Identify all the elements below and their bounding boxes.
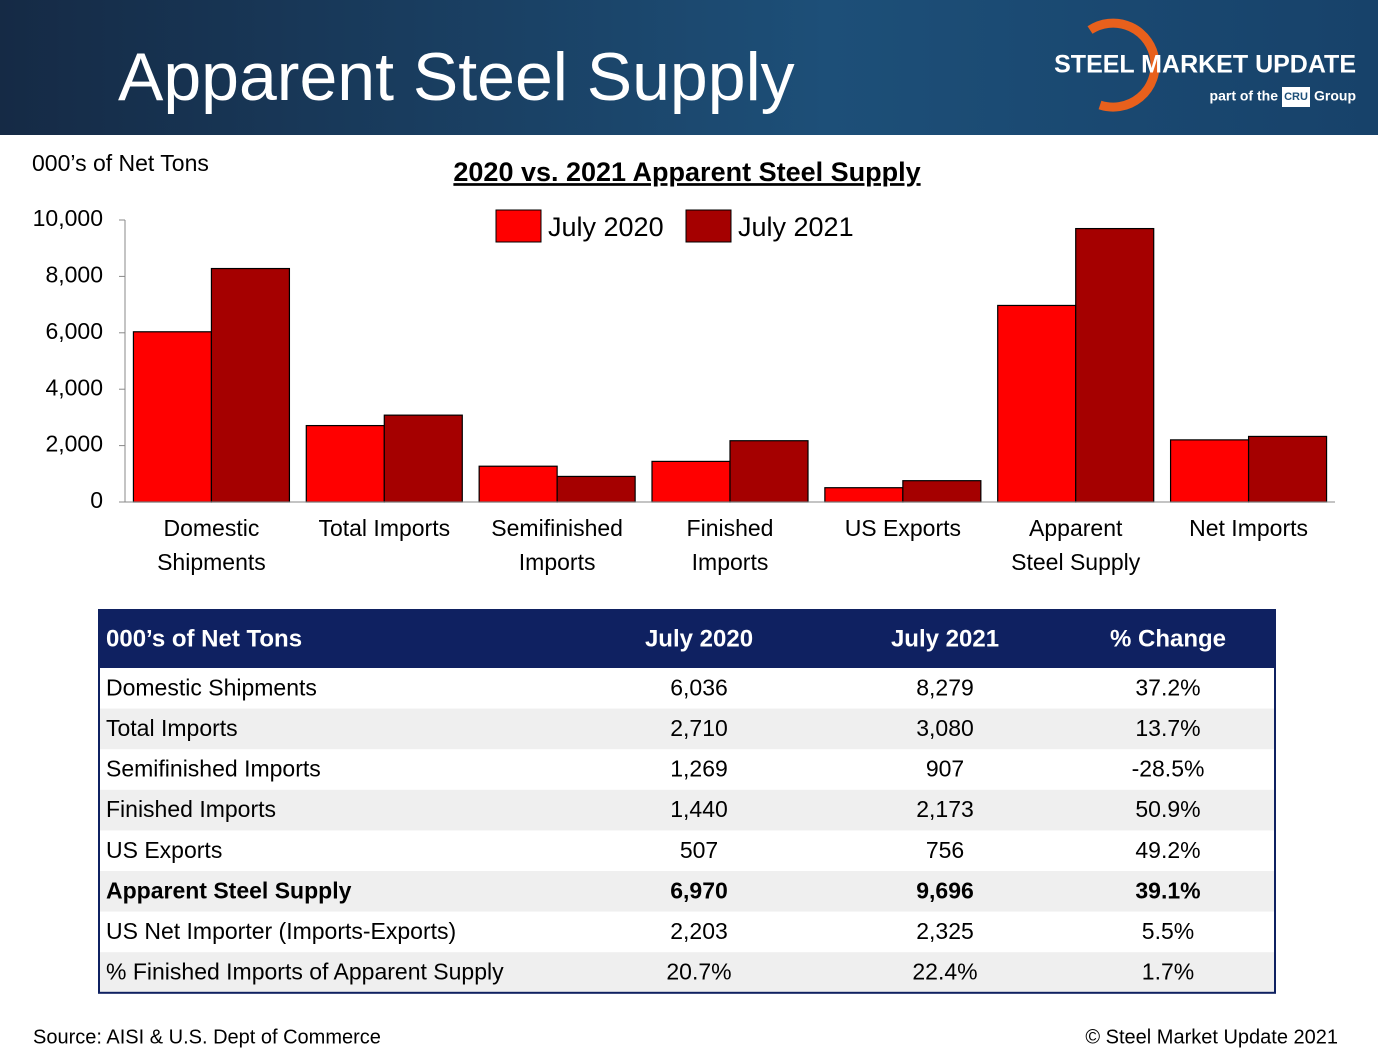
- bar: [132, 331, 213, 503]
- logo-badge-box: [1282, 87, 1310, 107]
- bar: [902, 480, 982, 503]
- x-tick-label-line: Imports: [519, 549, 596, 575]
- table-cell: -28.5%: [1132, 756, 1205, 782]
- table-cell: 2,173: [916, 796, 974, 822]
- x-tick-label-line: Total Imports: [318, 515, 450, 541]
- table-cell: Finished Imports: [106, 796, 276, 822]
- table-header-cell: % Change: [1110, 625, 1226, 652]
- logo-arc: [1087, 18, 1160, 112]
- table-cell: US Net Importer (Imports-Exports): [106, 918, 456, 944]
- source: Source: AISI & U.S. Dept of Commerce: [33, 1026, 381, 1048]
- bar: [210, 267, 291, 503]
- table-header-cell: July 2021: [891, 625, 999, 652]
- table-cell: 9,696: [916, 877, 974, 903]
- table-cell: % Finished Imports of Apparent Supply: [106, 959, 504, 985]
- table-header-cell: July 2020: [645, 625, 753, 652]
- table-cell: 1,440: [670, 796, 728, 822]
- bar: [824, 487, 904, 503]
- table-cell: 756: [926, 837, 964, 863]
- x-tick-label: Net Imports: [1189, 515, 1308, 541]
- logo-group: Group: [1314, 88, 1356, 104]
- table-cell: Domestic Shipments: [106, 674, 317, 700]
- logo-badge: CRU: [1284, 91, 1308, 103]
- table-cell: 39.1%: [1135, 877, 1200, 903]
- x-tick-label-line: Shipments: [157, 549, 266, 575]
- x-tick-label-line: Finished: [687, 515, 774, 541]
- table-row-bg: [99, 871, 1275, 912]
- table-cell: 2,203: [670, 918, 728, 944]
- legend-swatch: [685, 209, 732, 243]
- table-cell: 2,710: [670, 715, 728, 741]
- legend-label: July 2021: [738, 212, 854, 242]
- bar: [651, 460, 731, 503]
- table-cell: Total Imports: [106, 715, 238, 741]
- x-tick-label: Finished Imports: [687, 515, 774, 575]
- table-cell: 5.5%: [1142, 918, 1194, 944]
- bar: [556, 475, 636, 503]
- x-tick-label-line: Net Imports: [1189, 515, 1308, 541]
- x-tick-label-line: Domestic: [163, 515, 259, 541]
- y-tick-label: 4,000: [45, 374, 103, 400]
- table-row-bg: [99, 708, 1275, 750]
- y-tick-label: 8,000: [45, 261, 103, 287]
- legend-label: July 2020: [548, 212, 664, 242]
- header-band: [0, 0, 1378, 135]
- table-cell: 49.2%: [1135, 837, 1200, 863]
- bar: [305, 424, 385, 503]
- slide-title: Apparent Steel Supply: [118, 39, 795, 115]
- table-cell: US Exports: [106, 837, 222, 863]
- x-tick-label: Apparent Steel Supply: [1011, 515, 1141, 575]
- bar: [729, 440, 809, 503]
- table-cell: 1.7%: [1142, 959, 1194, 985]
- bar: [478, 465, 558, 503]
- x-tick-label-line: Semifinished: [491, 515, 623, 541]
- table-header-cell: 000’s of Net Tons: [106, 625, 302, 652]
- y-axis-label: 000’s of Net Tons: [32, 150, 209, 176]
- x-tick-label-line: Imports: [692, 549, 769, 575]
- x-tick-label: Semifinished Imports: [491, 515, 623, 575]
- table-cell: Semifinished Imports: [106, 756, 321, 782]
- table-cell: 6,970: [670, 877, 728, 903]
- table-cell: 6,036: [670, 674, 728, 700]
- y-tick-label: 2,000: [45, 431, 103, 457]
- table-cell: 13.7%: [1135, 715, 1200, 741]
- bar: [1075, 227, 1155, 503]
- x-tick-label: Domestic Shipments: [157, 515, 266, 575]
- table-cell: 20.7%: [666, 959, 731, 985]
- x-tick-label-line: Steel Supply: [1011, 549, 1141, 575]
- copyright: © Steel Market Update 2021: [1085, 1026, 1338, 1048]
- chart-title: 2020 vs. 2021 Apparent Steel Supply: [453, 157, 920, 187]
- table-cell: 907: [926, 756, 964, 782]
- x-tick-label: US Exports: [845, 515, 961, 541]
- logo-tagline: part of the: [1210, 88, 1279, 104]
- table-cell: 50.9%: [1135, 796, 1200, 822]
- y-tick-label: 6,000: [45, 318, 103, 344]
- logo-name: STEEL MARKET UPDATE: [1054, 51, 1356, 79]
- table-row-bg: [99, 952, 1275, 993]
- table-cell: 2,325: [916, 918, 974, 944]
- table-cell: 8,279: [916, 674, 974, 700]
- bar: [997, 304, 1077, 503]
- table-header-bg: [99, 610, 1275, 668]
- bar: [1169, 439, 1250, 503]
- table-cell: 1,269: [670, 756, 728, 782]
- x-tick-label-line: US Exports: [845, 515, 961, 541]
- y-tick-label: 0: [90, 487, 103, 513]
- table-cell: 22.4%: [912, 959, 977, 985]
- bar: [1247, 435, 1328, 503]
- table-cell: 37.2%: [1135, 674, 1200, 700]
- table-cell: Apparent Steel Supply: [106, 877, 352, 903]
- x-tick-label: Total Imports: [318, 515, 450, 541]
- y-tick-label: 10,000: [33, 205, 103, 231]
- table-cell: 3,080: [916, 715, 974, 741]
- bar: [383, 414, 463, 503]
- table-row-bg: [99, 789, 1275, 831]
- x-tick-label-line: Apparent: [1029, 515, 1123, 541]
- table-cell: 507: [680, 837, 718, 863]
- legend-swatch: [495, 209, 542, 243]
- table-border: [98, 609, 1276, 994]
